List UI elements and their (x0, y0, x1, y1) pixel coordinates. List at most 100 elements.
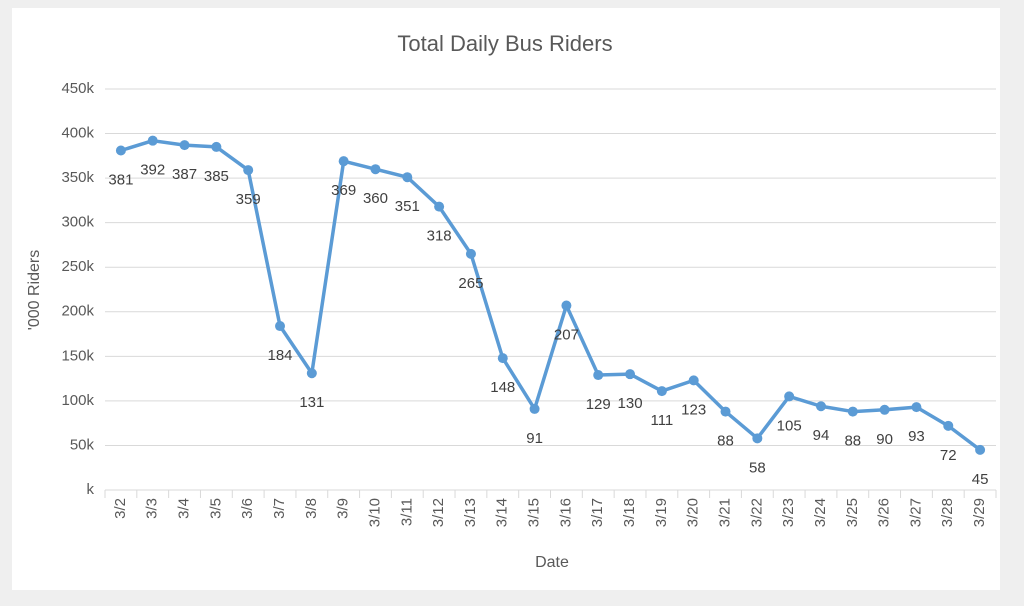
y-tick-label: 150k (61, 347, 94, 364)
data-label: 105 (777, 417, 802, 434)
data-point (497, 353, 508, 364)
data-point (434, 201, 445, 212)
y-axis-title: '000 Riders (26, 250, 43, 330)
x-tick-label: 3/9 (335, 498, 352, 519)
y-tick-label: k (87, 481, 95, 498)
y-tick-label: 400k (61, 125, 94, 142)
data-point (179, 140, 190, 151)
x-axis-title: Date (535, 554, 569, 571)
x-tick-label: 3/19 (653, 498, 670, 527)
y-tick-label: 350k (61, 169, 94, 186)
x-tick-label: 3/15 (526, 498, 543, 527)
y-tick-label: 50k (70, 436, 95, 453)
data-point (243, 165, 254, 176)
data-point (306, 368, 317, 379)
x-tick-label: 3/10 (366, 498, 383, 527)
x-tick-label: 3/11 (398, 498, 415, 526)
data-label: 369 (331, 182, 356, 199)
x-tick-label: 3/14 (494, 498, 511, 527)
data-label: 93 (908, 428, 925, 445)
x-tick-label: 3/17 (589, 498, 606, 527)
x-tick-label: 3/5 (207, 498, 224, 519)
chart-background (12, 8, 1000, 590)
data-label: 72 (940, 447, 957, 464)
data-label: 318 (427, 228, 452, 245)
x-tick-label: 3/12 (430, 498, 447, 527)
data-point (338, 156, 349, 167)
data-point (115, 145, 126, 156)
x-tick-label: 3/8 (303, 498, 320, 519)
data-point (529, 403, 540, 414)
data-point (625, 369, 636, 380)
x-tick-label: 3/29 (971, 498, 988, 527)
x-tick-label: 3/24 (812, 498, 829, 527)
data-label: 351 (395, 198, 420, 215)
data-label: 387 (172, 166, 197, 183)
x-tick-label: 3/18 (621, 498, 638, 527)
x-tick-label: 3/4 (176, 498, 193, 519)
x-tick-label: 3/7 (271, 498, 288, 519)
data-point (847, 406, 858, 417)
y-tick-label: 300k (61, 214, 94, 231)
y-tick-label: 450k (61, 80, 94, 97)
data-point (943, 420, 954, 431)
x-tick-label: 3/13 (462, 498, 479, 527)
data-label: 207 (554, 327, 579, 344)
x-tick-label: 3/6 (239, 498, 256, 519)
data-label: 129 (586, 396, 611, 413)
data-label: 88 (844, 433, 861, 450)
data-label: 131 (299, 394, 324, 411)
data-point (815, 401, 826, 412)
data-label: 111 (650, 412, 673, 429)
data-label: 130 (618, 395, 643, 412)
data-point (147, 135, 158, 146)
y-tick-label: 100k (61, 392, 94, 409)
x-tick-label: 3/2 (112, 498, 129, 519)
data-label: 58 (749, 459, 766, 476)
data-point (561, 300, 572, 311)
y-tick-label: 250k (61, 258, 94, 275)
data-point (879, 404, 890, 415)
data-point (656, 386, 667, 397)
data-point (752, 433, 763, 444)
x-tick-label: 3/25 (844, 498, 861, 527)
data-point (593, 370, 604, 381)
data-label: 184 (268, 347, 293, 364)
data-point (975, 444, 986, 455)
data-point (688, 375, 699, 386)
data-label: 392 (140, 162, 165, 179)
data-label: 45 (972, 471, 989, 488)
x-tick-label: 3/23 (780, 498, 797, 527)
data-label: 381 (108, 171, 133, 188)
x-tick-label: 3/20 (685, 498, 702, 527)
x-tick-label: 3/16 (557, 498, 574, 527)
data-point (911, 402, 922, 413)
data-label: 359 (236, 191, 261, 208)
x-tick-label: 3/21 (716, 498, 733, 527)
data-point (784, 391, 795, 402)
x-tick-label: 3/3 (144, 498, 161, 519)
y-tick-label: 200k (61, 303, 94, 320)
data-label: 88 (717, 433, 734, 450)
data-label: 385 (204, 168, 229, 185)
x-tick-label: 3/27 (907, 498, 924, 527)
data-point (211, 141, 222, 152)
data-label: 360 (363, 190, 388, 207)
data-label: 123 (681, 401, 706, 418)
data-point (720, 406, 731, 417)
data-label: 148 (490, 379, 515, 396)
x-tick-label: 3/26 (876, 498, 893, 527)
x-tick-label: 3/22 (748, 498, 765, 527)
data-label: 94 (813, 427, 830, 444)
data-point (370, 164, 381, 175)
data-label: 265 (458, 275, 483, 292)
data-point (402, 172, 413, 183)
data-point (465, 248, 476, 259)
series-line (120, 138, 982, 452)
chart-title: Total Daily Bus Riders (397, 31, 612, 56)
x-tick-label: 3/28 (939, 498, 956, 527)
data-point (275, 321, 286, 332)
data-label: 90 (876, 431, 893, 448)
